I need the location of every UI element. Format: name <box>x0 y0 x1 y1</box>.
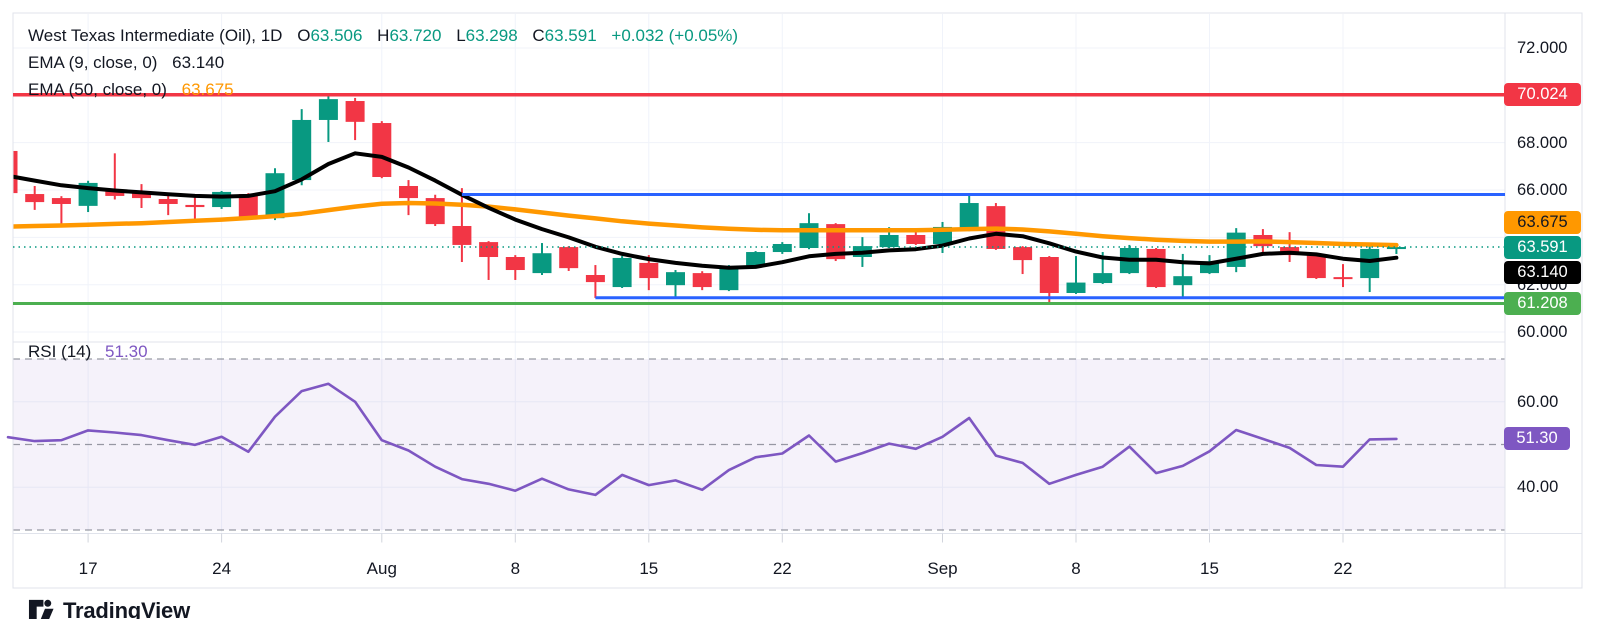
candle-down <box>238 194 258 218</box>
price-axis-label: 72.000 <box>1517 39 1568 57</box>
candle-down <box>132 193 151 199</box>
candle-up <box>746 252 766 267</box>
candle-up <box>1386 247 1406 250</box>
candle-down <box>345 101 365 122</box>
change-value: +0.032 (+0.05%) <box>611 26 739 45</box>
rsi-axis-label: 60.00 <box>1517 392 1559 411</box>
candle-down <box>452 225 472 245</box>
time-axis-label: Sep <box>927 559 958 578</box>
price-axis-label: 66.000 <box>1517 181 1568 200</box>
candle-up <box>879 234 899 248</box>
open-value: 63.506 <box>310 26 363 45</box>
candle-down <box>13 150 18 194</box>
candle-down <box>1146 248 1166 288</box>
candle-down <box>639 262 659 279</box>
candle-up <box>265 173 285 219</box>
candle-down <box>25 194 45 203</box>
close-value: 63.591 <box>544 26 597 45</box>
last-price-badge: 63.591 <box>1504 235 1581 259</box>
candle-up <box>1093 273 1113 284</box>
candle-down <box>1306 255 1326 279</box>
candle-down <box>372 123 392 178</box>
ema50-legend-row[interactable]: EMA (50, close, 0) 63.675 <box>28 76 738 103</box>
ema9-value: 63.140 <box>172 53 225 72</box>
candle-down <box>1333 277 1353 280</box>
tradingview-logo-icon <box>28 599 54 619</box>
high-label: H <box>377 26 390 45</box>
ema9-label: EMA (9, close, 0) <box>28 53 158 72</box>
close-label: C <box>532 26 545 45</box>
candle-down <box>505 257 525 271</box>
symbol-legend-row[interactable]: West Texas Intermediate (Oil), 1D O63.50… <box>28 22 738 49</box>
candle-down <box>1013 247 1033 261</box>
candle-up <box>1066 282 1086 293</box>
time-axis-label: 24 <box>212 559 232 578</box>
price-axis-label: 60.000 <box>1517 323 1568 342</box>
candle-up <box>1360 248 1380 279</box>
candle-up <box>959 203 979 231</box>
candle-down <box>826 224 846 260</box>
rsi-label: RSI (14) <box>28 342 92 361</box>
time-axis-label: 15 <box>639 559 659 578</box>
ema50-value: 63.675 <box>181 80 234 99</box>
tradingview-logo[interactable]: TradingView <box>28 597 190 619</box>
candle-up <box>799 223 819 249</box>
tradingview-logo-text: TradingView <box>63 597 190 619</box>
candle-down <box>1039 257 1059 293</box>
rsi-value-badge: 51.30 <box>1504 427 1570 451</box>
time-axis-label: 22 <box>1333 559 1353 578</box>
candle-up <box>719 266 739 291</box>
time-axis-label: 8 <box>510 559 521 578</box>
candle-down <box>479 242 499 258</box>
candle-down <box>906 234 926 244</box>
high-value: 63.720 <box>389 26 442 45</box>
candle-up <box>318 99 338 120</box>
ema9-legend-row[interactable]: EMA (9, close, 0) 63.140 <box>28 49 738 76</box>
chart-frame-border <box>12 12 1583 589</box>
candle-down <box>692 273 712 288</box>
candle-down <box>158 199 178 204</box>
candle-down <box>51 198 71 204</box>
candle-down <box>399 185 418 199</box>
open-label: O <box>297 26 311 45</box>
legend: West Texas Intermediate (Oil), 1D O63.50… <box>28 22 738 103</box>
candle-up <box>292 119 312 181</box>
candle-up <box>212 191 232 208</box>
candle-down <box>105 190 125 196</box>
price-level-badge: 70.024 <box>1504 83 1581 107</box>
symbol-title: West Texas Intermediate (Oil), 1D <box>28 26 283 45</box>
ema9-line <box>13 151 1399 270</box>
time-axis-label: 8 <box>1071 559 1081 578</box>
low-label: L <box>456 26 466 45</box>
price-level-badge: 61.208 <box>1504 291 1581 315</box>
rsi-axis-label: 40.00 <box>1517 478 1559 497</box>
candlestick-series[interactable] <box>0 94 1406 303</box>
time-axis-label: 17 <box>78 559 98 578</box>
candle-down <box>559 247 579 269</box>
candle-up <box>532 253 552 274</box>
ema50-label: EMA (50, close, 0) <box>28 80 167 99</box>
low-value: 63.298 <box>465 26 518 45</box>
candle-up <box>1173 276 1193 286</box>
rsi-line <box>6 382 1398 497</box>
candle-up <box>666 272 685 286</box>
time-axis-label: 22 <box>772 559 792 578</box>
candle-down <box>185 204 205 208</box>
candle-up <box>1200 261 1219 274</box>
candle-up <box>772 243 792 253</box>
price-level-badge: 63.675 <box>1504 210 1581 234</box>
candle-down <box>585 274 605 283</box>
time-axis-label: Aug <box>366 559 397 578</box>
ema50-line <box>13 200 1399 248</box>
candle-up <box>612 257 632 288</box>
price-level-badge: 63.140 <box>1504 260 1581 284</box>
time-axis-label: 15 <box>1200 559 1219 578</box>
price-axis-label: 68.000 <box>1517 133 1568 152</box>
rsi-legend-row[interactable]: RSI (14) 51.30 <box>28 339 148 365</box>
rsi-value: 51.30 <box>105 342 148 361</box>
